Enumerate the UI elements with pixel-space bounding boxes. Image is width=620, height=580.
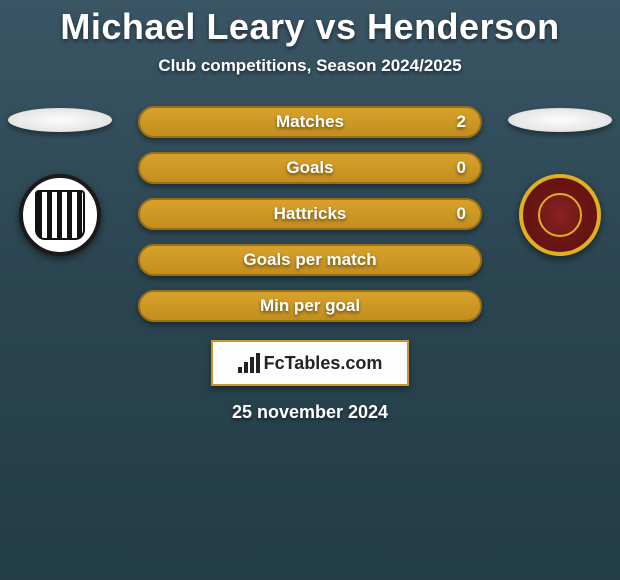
date-label: 25 november 2024 [0,402,620,423]
stat-row-matches: Matches 2 [138,106,482,138]
site-logo: FcTables.com [211,340,409,386]
stat-row-hattricks: Hattricks 0 [138,198,482,230]
stat-row-goals-per-match: Goals per match [138,244,482,276]
stat-value: 0 [457,158,466,178]
left-team-crest [19,174,101,256]
logo-text: FcTables.com [264,353,383,374]
subtitle: Club competitions, Season 2024/2025 [0,56,620,76]
content-area: Matches 2 Goals 0 Hattricks 0 Goals per … [0,106,620,423]
page-title: Michael Leary vs Henderson [0,0,620,48]
stat-label: Min per goal [140,296,480,316]
right-team-crest [519,174,601,256]
stats-list: Matches 2 Goals 0 Hattricks 0 Goals per … [138,106,482,322]
stat-row-min-per-goal: Min per goal [138,290,482,322]
stat-value: 0 [457,204,466,224]
stat-value: 2 [457,112,466,132]
stat-label: Matches [140,112,480,132]
left-player-photo-placeholder [8,108,112,132]
left-player-column [0,106,120,256]
right-player-column [500,106,620,256]
stat-label: Goals per match [140,250,480,270]
stat-row-goals: Goals 0 [138,152,482,184]
right-player-photo-placeholder [508,108,612,132]
chart-icon [238,353,260,373]
stat-label: Hattricks [140,204,480,224]
stat-label: Goals [140,158,480,178]
